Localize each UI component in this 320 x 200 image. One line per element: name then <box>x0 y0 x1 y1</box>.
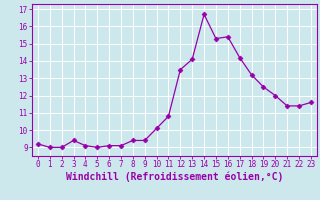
X-axis label: Windchill (Refroidissement éolien,°C): Windchill (Refroidissement éolien,°C) <box>66 172 283 182</box>
